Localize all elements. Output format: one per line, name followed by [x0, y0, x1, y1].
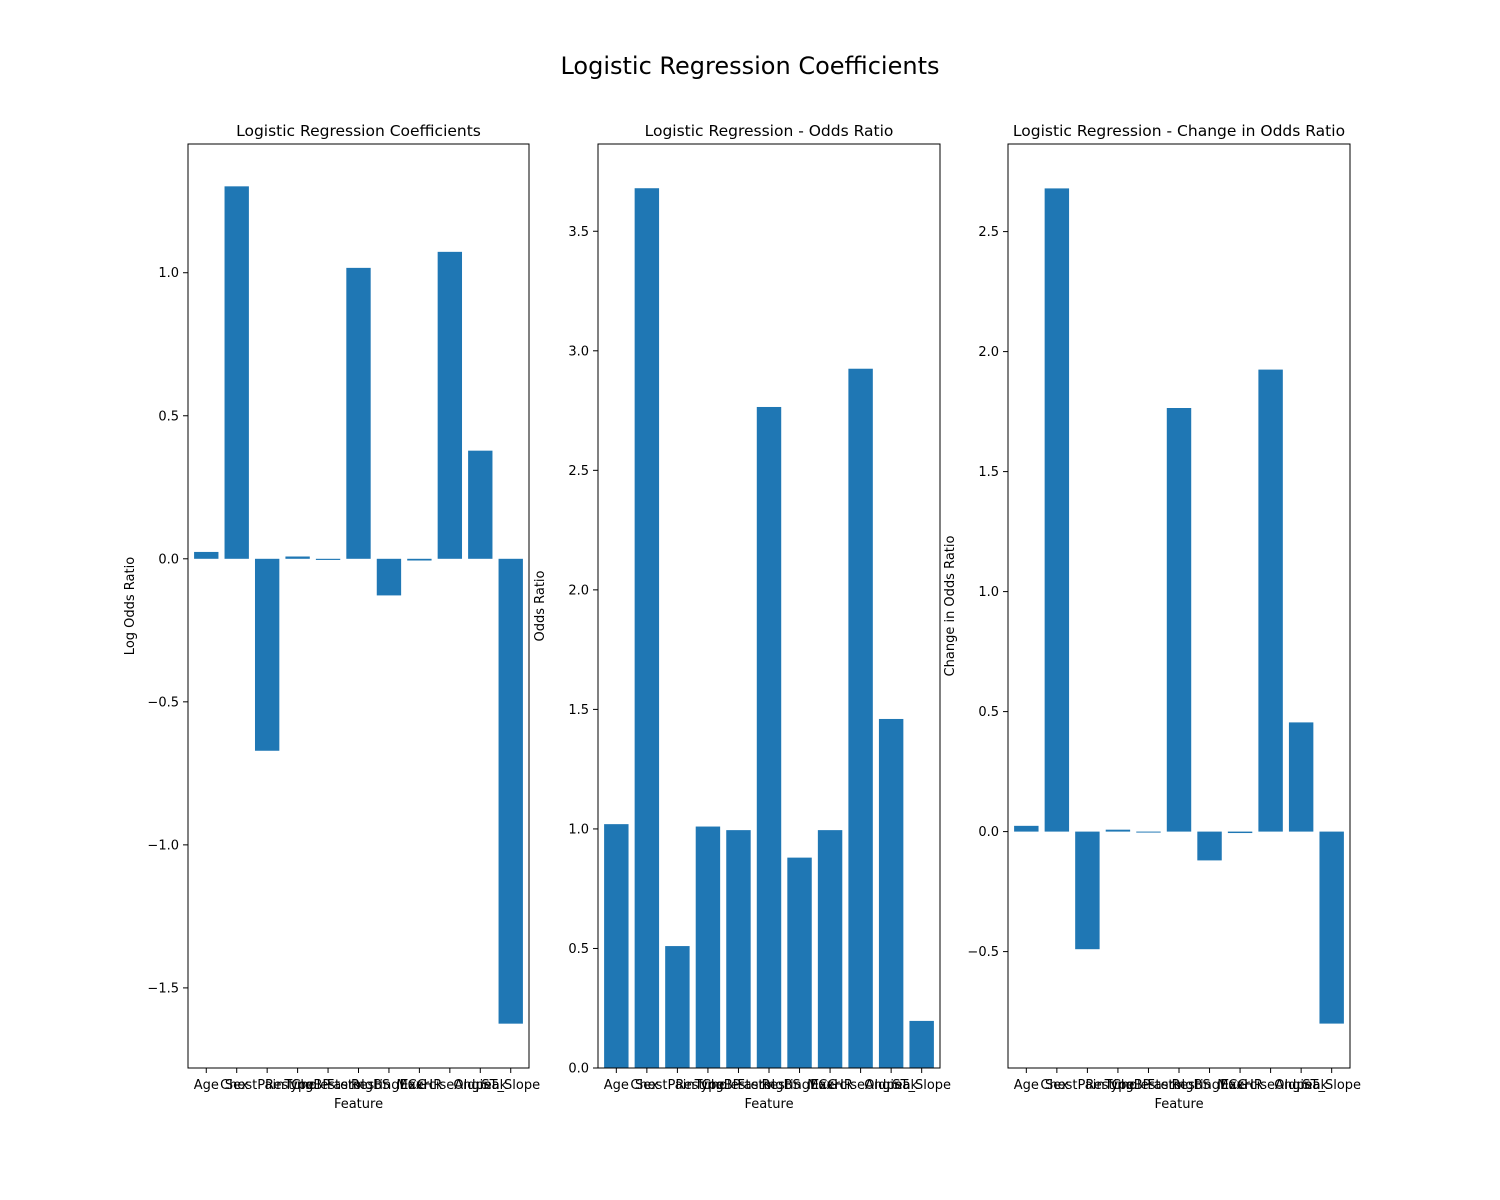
y-tick-label: 1.5 [568, 703, 589, 718]
y-tick-label: −0.5 [147, 695, 179, 710]
y-tick-label: 1.0 [568, 822, 589, 837]
axes-title: Logistic Regression Coefficients [236, 122, 481, 140]
bar-age [604, 824, 629, 1068]
y-tick-label: −0.5 [967, 945, 999, 960]
x-tick-label: ExerciseAngina [811, 1078, 910, 1093]
x-tick-label: FastingBS [1147, 1078, 1210, 1093]
bar-fastingbs [1166, 408, 1192, 832]
y-tick-label: 0.5 [158, 409, 179, 424]
bar-fastingbs [756, 406, 782, 1068]
x-axis-label: Feature [1154, 1097, 1203, 1112]
bar-oldpeak [878, 718, 904, 1068]
axes-title: Logistic Regression - Odds Ratio [645, 122, 894, 140]
y-tick-label: 1.0 [158, 266, 179, 281]
x-tick-label: FastingBS [737, 1078, 800, 1093]
x-tick-label: ST_Slope [1302, 1078, 1361, 1093]
bar-chestpaintype [1075, 831, 1100, 950]
bar-maxhr [407, 558, 432, 561]
figure-suptitle: Logistic Regression Coefficients [560, 52, 940, 80]
y-axis-label: Odds Ratio [533, 570, 548, 641]
bar-exerciseangina [1258, 369, 1283, 832]
bar-chestpaintype [254, 558, 280, 751]
bar-cholesterol [1136, 831, 1161, 833]
bar-sex [634, 188, 660, 1069]
bar-exerciseangina [848, 368, 873, 1068]
bar-exerciseangina [437, 251, 463, 559]
x-tick-label: Cholesterol [1112, 1078, 1185, 1093]
y-tick-label: 3.0 [568, 344, 589, 359]
x-tick-label: RestingBP [265, 1078, 330, 1093]
bar-st_slope [498, 558, 523, 1024]
x-tick-label: ST_Slope [892, 1078, 951, 1093]
bar-maxhr [817, 830, 843, 1068]
y-tick-label: 2.0 [978, 345, 999, 360]
x-tick-label: MaxHR [397, 1078, 443, 1093]
x-tick-label: FastingBS [327, 1078, 390, 1093]
y-tick-label: 0.0 [158, 552, 179, 567]
bar-sex [1044, 188, 1070, 832]
bar-restingbp [285, 556, 310, 559]
y-tick-label: 0.5 [568, 942, 589, 957]
bar-cholesterol [726, 830, 751, 1068]
x-tick-label: MaxHR [807, 1078, 853, 1093]
y-tick-label: 1.5 [978, 465, 999, 480]
y-tick-label: 3.5 [568, 225, 589, 240]
x-tick-label: ChestPainType [220, 1078, 314, 1093]
y-tick-label: −1.0 [147, 838, 179, 853]
y-axis-label: Log Odds Ratio [123, 557, 138, 655]
bar-sex [224, 186, 249, 559]
bar-restingbp [1105, 829, 1131, 832]
bar-maxhr [1227, 831, 1253, 834]
y-tick-label: 1.0 [978, 585, 999, 600]
y-tick-label: 2.5 [978, 225, 999, 240]
x-tick-label: Oldpeak [864, 1078, 918, 1093]
x-tick-label: RestingECG [1172, 1078, 1248, 1093]
x-tick-label: RestingECG [351, 1078, 427, 1093]
axes-title: Logistic Regression - Change in Odds Rat… [1013, 122, 1345, 140]
y-tick-label: 0.0 [978, 825, 999, 840]
x-tick-label: Age [604, 1078, 629, 1093]
bar-restingbp [695, 826, 721, 1068]
x-tick-label: Age [1014, 1078, 1039, 1093]
x-tick-label: ExerciseAngina [400, 1078, 499, 1093]
x-tick-label: Oldpeak [1274, 1078, 1328, 1093]
bar-restingecg [787, 857, 812, 1068]
x-tick-label: Oldpeak [453, 1078, 507, 1093]
x-tick-label: Cholesterol [291, 1078, 364, 1093]
bar-st_slope [1319, 831, 1344, 1024]
x-tick-label: Sex [225, 1078, 249, 1093]
x-tick-label: Sex [1045, 1078, 1069, 1093]
x-tick-label: ChestPainType [630, 1078, 724, 1093]
bar-restingecg [1197, 831, 1222, 861]
x-tick-label: Sex [635, 1078, 659, 1093]
x-tick-label: ChestPainType [1040, 1078, 1134, 1093]
x-tick-label: MaxHR [1217, 1078, 1263, 1093]
bar-oldpeak [1288, 722, 1314, 832]
bar-restingecg [376, 558, 402, 596]
bar-st_slope [909, 1020, 934, 1068]
y-tick-label: 2.5 [568, 464, 589, 479]
x-tick-label: RestingECG [762, 1078, 838, 1093]
y-tick-label: 2.0 [568, 583, 589, 598]
x-tick-label: Cholesterol [702, 1078, 775, 1093]
bar-oldpeak [468, 450, 493, 559]
x-tick-label: RestingBP [1085, 1078, 1150, 1093]
y-tick-label: 0.5 [978, 705, 999, 720]
x-axis-label: Feature [744, 1097, 793, 1112]
bar-cholesterol [315, 558, 341, 560]
bar-chestpaintype [665, 946, 690, 1068]
bar-fastingbs [346, 267, 371, 559]
bar-age [194, 551, 219, 559]
y-axis-label: Change in Odds Ratio [943, 536, 958, 677]
x-tick-label: ExerciseAngina [1221, 1078, 1320, 1093]
x-axis-label: Feature [334, 1097, 383, 1112]
y-tick-label: 0.0 [568, 1062, 589, 1077]
x-tick-label: Age [194, 1078, 219, 1093]
y-tick-label: −1.5 [147, 981, 179, 996]
x-tick-label: ST_Slope [481, 1078, 540, 1093]
x-tick-label: RestingBP [675, 1078, 740, 1093]
bar-age [1014, 825, 1039, 832]
